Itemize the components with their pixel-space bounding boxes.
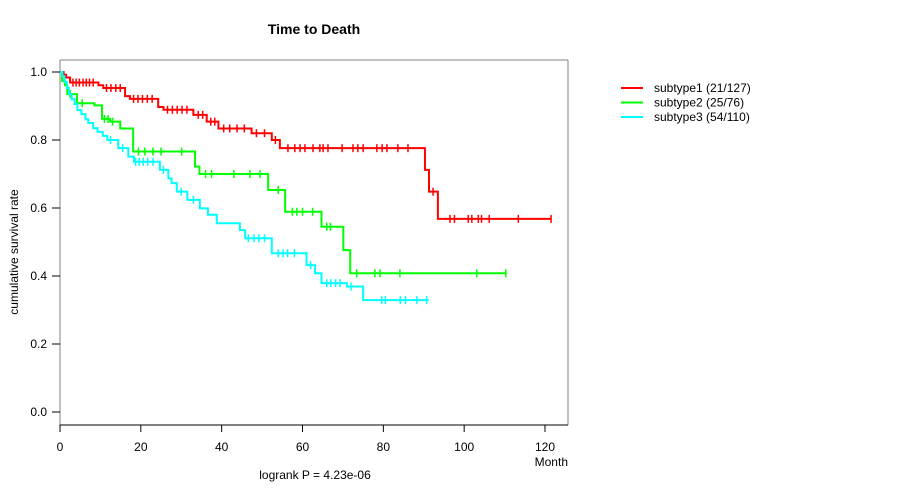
x-tick-label: 40: [215, 440, 229, 454]
y-tick-label: 1.0: [30, 65, 47, 79]
x-tick-label: 120: [535, 440, 555, 454]
survival-curve-subtype2: [60, 71, 507, 275]
survival-curve-subtype1: [60, 71, 552, 220]
survival-curve-subtype3: [60, 71, 429, 302]
x-tick-label: 100: [454, 440, 474, 454]
y-tick-label: 0.6: [30, 201, 47, 215]
legend-label-subtype1: subtype1 (21/127): [654, 81, 751, 95]
x-tick-label: 0: [57, 440, 64, 454]
legend-label-subtype3: subtype3 (54/110): [654, 110, 750, 124]
y-tick-label: 0.2: [30, 337, 47, 351]
y-tick-label: 0.4: [30, 269, 47, 283]
chart-title: Time to Death: [267, 21, 361, 37]
y-tick-label: 0.0: [30, 405, 47, 419]
legend-label-subtype2: subtype2 (25/76): [654, 96, 744, 110]
x-tick-label: 20: [134, 440, 148, 454]
x-axis-title: Month: [534, 455, 568, 469]
logrank-annotation: logrank P = 4.23e-06: [259, 468, 371, 482]
x-tick-label: 80: [377, 440, 391, 454]
x-tick-label: 60: [296, 440, 310, 454]
y-tick-label: 0.8: [30, 133, 47, 147]
